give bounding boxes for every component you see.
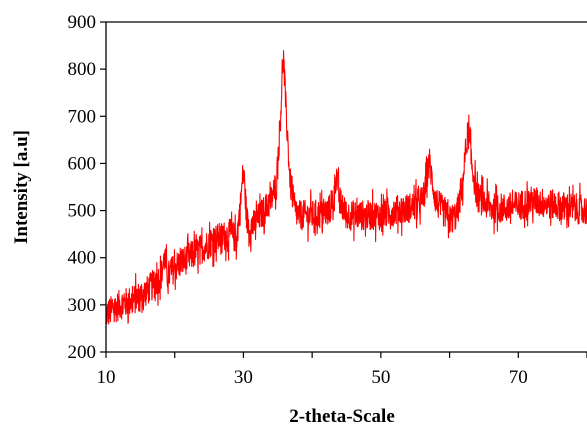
x-tick-label: 30	[234, 367, 253, 388]
y-tick-label: 900	[68, 12, 97, 33]
y-tick-label: 700	[68, 106, 97, 127]
y-tick-label: 800	[68, 59, 97, 80]
ticks: 200 300 400 500 600 700 800 900 10 30 50 70	[68, 12, 587, 388]
y-tick-label: 200	[68, 342, 97, 363]
x-tick-label: 10	[97, 367, 116, 388]
x-axis-title: 2-theta-Scale	[289, 406, 395, 427]
y-axis-title: Intensity [a.u]	[11, 130, 32, 244]
y-tick-label: 500	[68, 201, 97, 222]
y-tick-label: 400	[68, 248, 97, 269]
x-tick-label: 70	[509, 367, 528, 388]
series-line-0	[106, 50, 587, 325]
axes	[105, 21, 587, 353]
x-tick-label: 50	[371, 367, 390, 388]
y-tick-label: 300	[68, 295, 97, 316]
plot-area	[106, 50, 587, 325]
y-tick-label: 600	[68, 153, 97, 174]
